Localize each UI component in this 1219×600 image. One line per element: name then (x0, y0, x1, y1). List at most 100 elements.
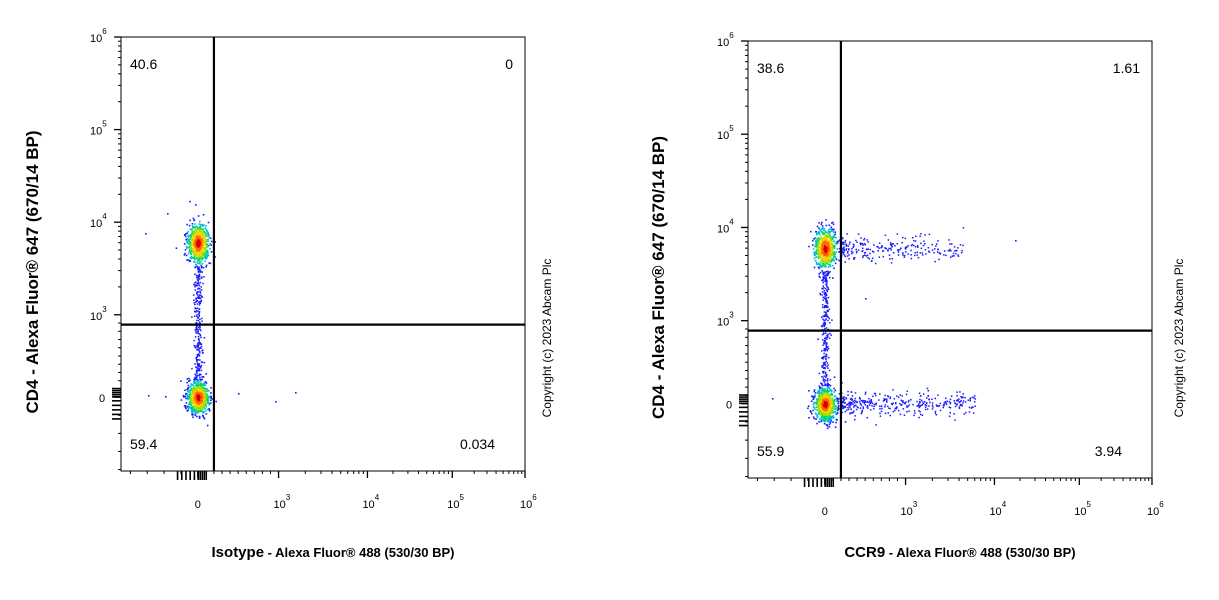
event-dot (205, 246, 208, 248)
event-dot (812, 244, 814, 246)
event-dot (845, 398, 848, 400)
event-dot (938, 252, 941, 254)
event-dot (814, 392, 817, 394)
event-dot (824, 379, 827, 382)
event-dot (194, 336, 197, 338)
event-dot (193, 411, 195, 413)
event-dot (829, 231, 831, 233)
event-dot (193, 247, 196, 249)
event-dot (198, 240, 200, 243)
event-dot (193, 260, 195, 263)
event-dot (890, 402, 893, 405)
event-dot (822, 389, 824, 392)
event-dot (931, 408, 934, 410)
event-dot (831, 238, 834, 241)
event-dot (948, 406, 950, 408)
event-dot (821, 395, 824, 398)
event-dot (183, 396, 185, 398)
event-dot (196, 404, 198, 407)
event-dot (824, 233, 827, 236)
event-dot (970, 407, 973, 409)
event-dot (197, 368, 200, 370)
population-cd4-pos (175, 200, 216, 270)
event-dot (854, 400, 857, 402)
event-dot (202, 225, 204, 227)
event-dot (826, 315, 828, 317)
event-dot (974, 401, 976, 403)
event-dot (817, 266, 820, 269)
event-dot (864, 401, 867, 403)
event-dot (825, 356, 828, 358)
event-dot (204, 381, 207, 383)
event-dot (826, 255, 829, 257)
event-dot (862, 247, 864, 250)
event-dot (198, 283, 200, 285)
event-dot (818, 407, 820, 409)
event-dot (188, 246, 191, 248)
event-dot (914, 254, 916, 257)
event-dot (202, 228, 205, 230)
event-dot (821, 365, 823, 367)
event-dot (828, 410, 831, 412)
event-dot (830, 229, 833, 232)
event-dot (820, 416, 823, 418)
event-dot (206, 234, 208, 237)
event-dot (826, 282, 828, 285)
event-dot (207, 246, 209, 248)
event-dot (863, 401, 866, 403)
event-dot (968, 406, 971, 409)
event-dot (833, 260, 836, 262)
event-dot (853, 258, 855, 260)
axis-pileup (739, 394, 835, 487)
event-dot (815, 406, 817, 409)
event-dot (824, 243, 826, 246)
event-dot (934, 397, 936, 400)
event-dot (206, 249, 209, 252)
event-dot (201, 384, 203, 387)
event-dot (822, 277, 825, 279)
event-dot (191, 401, 193, 404)
event-dot (864, 254, 866, 256)
event-dot (195, 247, 198, 250)
event-dot (822, 322, 825, 325)
event-dot (836, 248, 839, 250)
event-dot (201, 317, 203, 320)
event-dot (191, 257, 193, 259)
event-dot (199, 290, 201, 293)
event-dot (825, 275, 827, 277)
event-dot (953, 413, 955, 415)
event-dot (825, 279, 827, 281)
event-dot (200, 228, 202, 230)
event-dot (816, 400, 818, 403)
event-dot (820, 316, 823, 318)
event-dot (832, 398, 834, 400)
event-dot (844, 421, 847, 423)
event-dot (813, 238, 815, 240)
event-dot (906, 246, 908, 248)
event-dot (199, 271, 201, 273)
event-dot (195, 375, 197, 377)
event-dot (816, 233, 818, 236)
event-dot (841, 249, 843, 252)
event-dot (200, 251, 202, 254)
event-dot (818, 411, 821, 413)
event-dot (822, 408, 824, 411)
event-dot (811, 395, 813, 397)
event-dot (820, 382, 822, 384)
event-dot (195, 330, 197, 332)
event-dot (205, 373, 207, 375)
event-dot (827, 266, 830, 268)
event-dot (210, 399, 212, 402)
event-dot (203, 403, 205, 406)
event-dot (899, 394, 901, 396)
event-dot (913, 244, 915, 247)
event-dot (197, 310, 199, 313)
event-dot (201, 256, 203, 259)
event-dot (812, 409, 814, 412)
event-dot (851, 395, 854, 397)
event-dot (823, 352, 825, 355)
event-dot (772, 398, 774, 400)
event-dot (833, 247, 836, 249)
event-dot (197, 250, 200, 252)
event-dot (826, 256, 829, 259)
